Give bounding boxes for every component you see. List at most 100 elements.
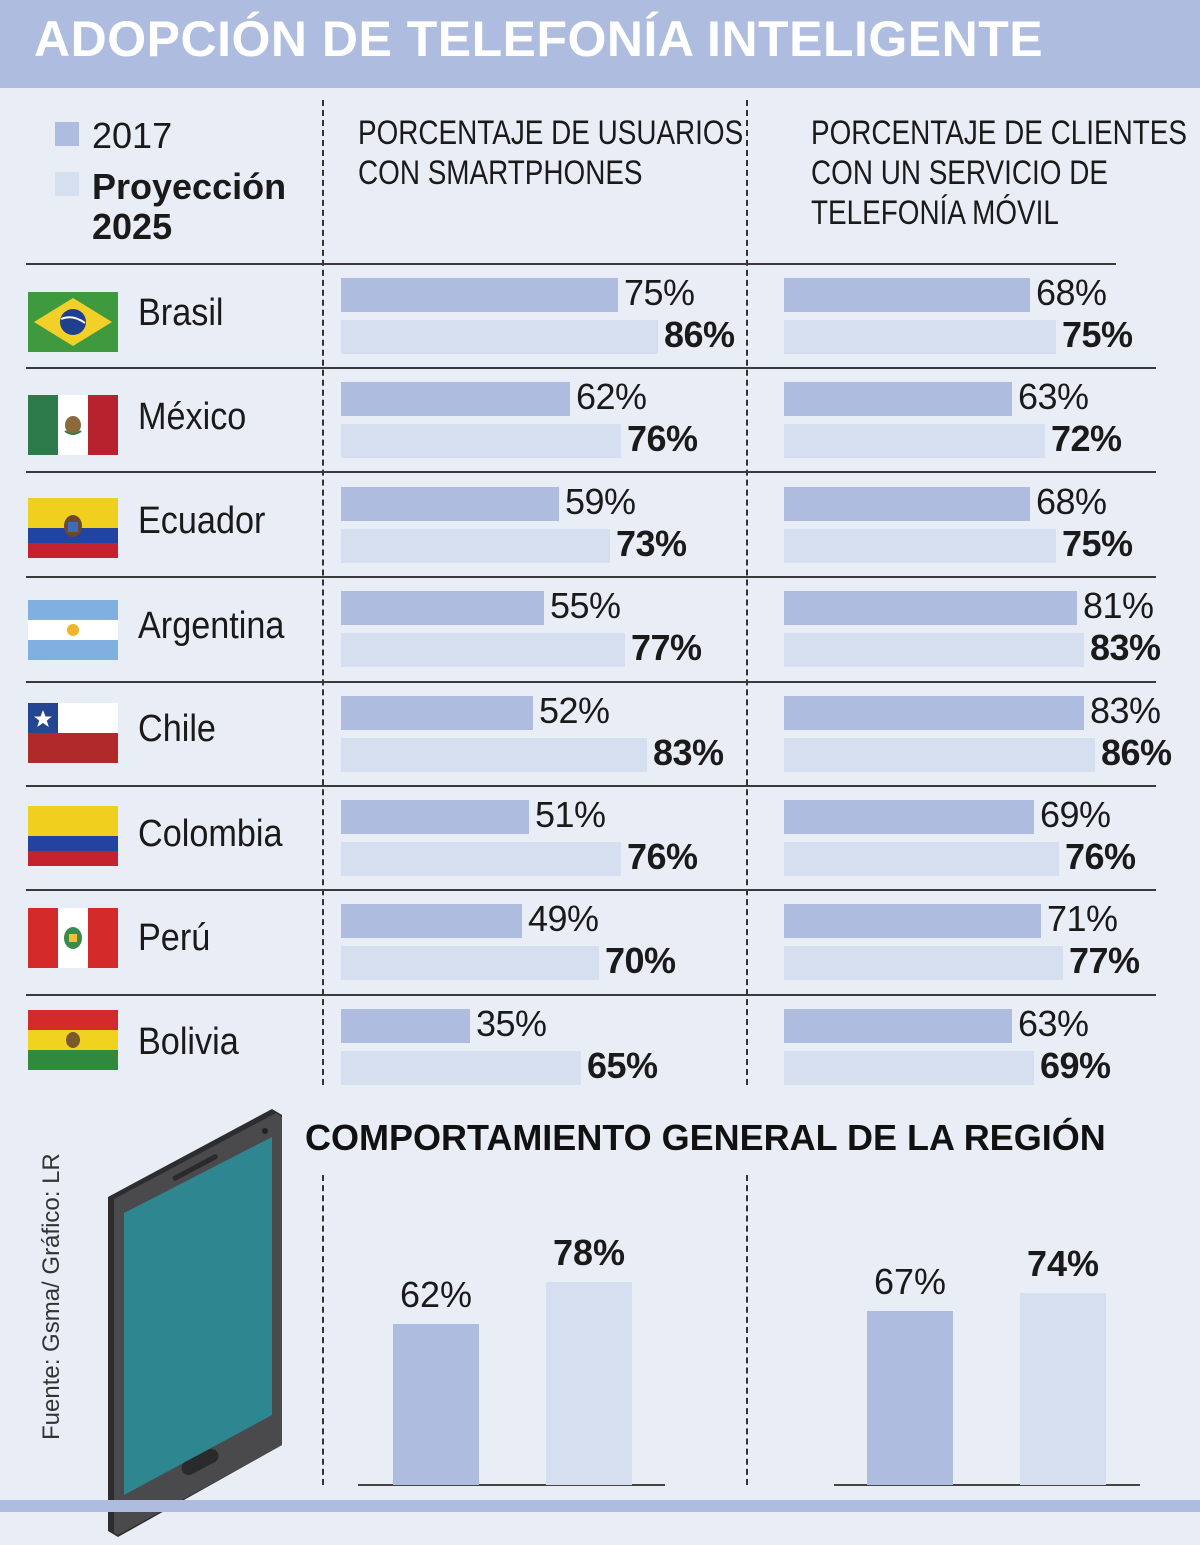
smartphones-bar-2025-ecuador [341,529,610,563]
mobile-bar-2017-brasil [784,278,1030,312]
smartphones-value-2025-mexico: 76% [627,418,698,459]
ecuador-flag-icon [28,498,118,558]
column-header-smartphones-1: PORCENTAJE DE USUARIOS [358,114,744,152]
region-mobile-value-2017: 67% [873,1261,947,1302]
smartphones-value-2017-colombia: 51% [535,794,606,835]
mobile-value-2025-peru: 77% [1069,940,1140,981]
row-separator [26,576,1156,578]
region-baseline-smartphones [358,1484,665,1486]
smartphones-value-2017-peru: 49% [528,898,599,939]
argentina-flag-icon [28,600,118,660]
region-divider [322,1175,324,1485]
legend-label-projection: Proyección [92,166,287,207]
region-baseline-mobile [834,1484,1140,1486]
country-label-colombia: Colombia [138,813,283,855]
mobile-bar-2017-ecuador [784,487,1030,521]
smartphone-icon [100,1105,290,1545]
mobile-bar-2025-mexico [784,424,1045,458]
mobile-value-2017-chile: 83% [1090,690,1161,731]
column-divider [746,100,748,1085]
mobile-value-2025-bolivia: 69% [1040,1045,1111,1086]
row-separator [26,785,1156,787]
brasil-flag-icon [28,292,118,352]
row-separator [26,367,1156,369]
title-banner: ADOPCIÓN DE TELEFONÍA INTELIGENTE [0,0,1200,88]
source-credit: Fuente: Gsma/ Gráfico: LR [38,1153,65,1440]
smartphones-bar-2017-ecuador [341,487,559,521]
column-divider [322,100,324,1085]
mobile-bar-2025-argentina [784,633,1084,667]
mobile-bar-2017-chile [784,696,1084,730]
mobile-value-2017-brasil: 68% [1036,272,1107,313]
column-header-smartphones-2: CON SMARTPHONES [358,154,643,192]
region-smartphones-value-2025: 78% [552,1232,626,1273]
smartphones-value-2025-chile: 83% [653,732,724,773]
smartphones-bar-2025-chile [341,738,647,772]
mobile-bar-2017-colombia [784,800,1034,834]
chile-flag-icon [28,703,118,763]
mobile-bar-2017-bolivia [784,1009,1012,1043]
mobile-bar-2025-chile [784,738,1095,772]
smartphones-bar-2025-argentina [341,633,625,667]
mobile-bar-2025-ecuador [784,529,1056,563]
mobile-value-2017-argentina: 81% [1083,585,1154,626]
mobile-value-2025-brasil: 75% [1062,314,1133,355]
smartphones-value-2025-colombia: 76% [627,836,698,877]
mobile-value-2017-bolivia: 63% [1018,1003,1089,1044]
smartphones-bar-2025-bolivia [341,1051,581,1085]
region-section-title: COMPORTAMIENTO GENERAL DE LA REGIÓN [305,1117,1106,1158]
bottom-border [0,1500,1200,1512]
mobile-value-2025-argentina: 83% [1090,627,1161,668]
row-separator [26,471,1156,473]
row-separator [26,994,1156,996]
smartphones-bar-2017-chile [341,696,533,730]
column-header-mobile-1: PORCENTAJE DE CLIENTES [811,114,1187,152]
mobile-bar-2025-peru [784,946,1063,980]
mobile-bar-2025-brasil [784,320,1056,354]
smartphones-bar-2017-brasil [341,278,618,312]
smartphones-value-2017-brasil: 75% [624,272,695,313]
country-label-peru: Perú [138,917,211,959]
region-mobile-bar-2025 [1020,1293,1106,1485]
mobile-value-2025-ecuador: 75% [1062,523,1133,564]
smartphones-value-2025-peru: 70% [605,940,676,981]
smartphones-value-2025-argentina: 77% [631,627,702,668]
bolivia-flag-icon [28,1010,118,1070]
mobile-bar-2025-colombia [784,842,1059,876]
peru-flag-icon [28,908,118,968]
column-header-mobile-2: CON UN SERVICIO DE [811,154,1108,192]
smartphones-bar-2017-peru [341,904,522,938]
row-separator [26,889,1156,891]
smartphones-bar-2017-colombia [341,800,529,834]
smartphones-value-2017-chile: 52% [539,690,610,731]
region-smartphones-value-2017: 62% [399,1274,473,1315]
smartphones-bar-2017-bolivia [341,1009,470,1043]
country-label-ecuador: Ecuador [138,500,266,542]
smartphones-value-2025-brasil: 86% [664,314,735,355]
region-divider [746,1175,748,1485]
smartphones-bar-2017-mexico [341,382,570,416]
smartphones-bar-2025-mexico [341,424,621,458]
row-separator [26,681,1156,683]
region-mobile-bar-2017 [867,1311,953,1485]
mobile-value-2017-colombia: 69% [1040,794,1111,835]
mobile-bar-2017-peru [784,904,1041,938]
mobile-value-2025-colombia: 76% [1065,836,1136,877]
column-header-mobile-3: TELEFONÍA MÓVIL [811,194,1059,232]
mobile-value-2017-peru: 71% [1047,898,1118,939]
mexico-flag-icon [28,395,118,455]
legend-label-projection-year: 2025 [92,206,173,247]
region-mobile-value-2025: 74% [1026,1243,1100,1284]
mobile-value-2025-mexico: 72% [1051,418,1122,459]
region-smartphones-bar-2017 [393,1324,479,1485]
country-label-chile: Chile [138,708,216,750]
colombia-flag-icon [28,806,118,866]
country-label-bolivia: Bolivia [138,1021,239,1063]
smartphones-value-2017-bolivia: 35% [476,1003,547,1044]
mobile-value-2025-chile: 86% [1101,732,1172,773]
smartphones-value-2017-ecuador: 59% [565,481,636,522]
legend-swatch-2025 [55,172,79,196]
mobile-bar-2017-argentina [784,591,1077,625]
row-separator [26,263,1116,265]
smartphones-value-2025-bolivia: 65% [587,1045,658,1086]
